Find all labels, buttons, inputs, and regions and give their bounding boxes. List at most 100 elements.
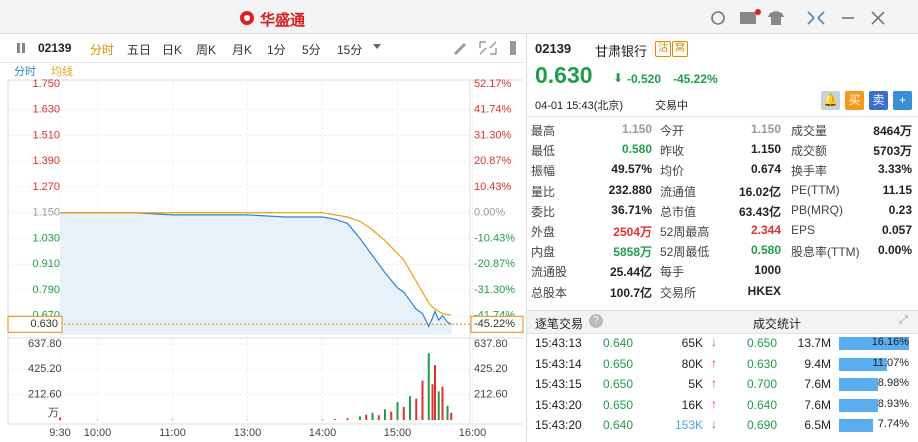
stat-label: 量比 — [531, 184, 556, 199]
stat-pct-bar — [839, 337, 909, 350]
timeframe-tab[interactable]: 5分 — [302, 43, 321, 57]
volume-bar — [390, 411, 393, 420]
logo-icon — [240, 11, 254, 25]
trade-price: 0.650 — [603, 356, 634, 371]
current-change-box — [470, 315, 524, 333]
timeframe-tab[interactable]: 15分 — [337, 43, 363, 57]
stat-label: 换手率 — [791, 164, 828, 179]
y-tick-label: 1.390 — [32, 155, 60, 167]
volume-bar — [359, 416, 361, 420]
stat-value: 0.580 — [750, 243, 781, 258]
timeframe-tab[interactable]: 月K — [232, 43, 253, 57]
stat-label: 52周最低 — [660, 245, 710, 260]
stat-pct: 16.16% — [871, 336, 909, 348]
stat-value: 3.33% — [877, 162, 912, 177]
timeframe-tab[interactable]: 周K — [196, 43, 217, 57]
stat-price: 0.700 — [747, 377, 778, 391]
series-toggle: 均线 — [51, 64, 73, 78]
timeframe-tab[interactable]: 1分 — [267, 43, 286, 57]
trade-direction: ↑ — [711, 355, 717, 370]
current-price-label: 0.630 — [30, 318, 58, 330]
stat-value: 36.71% — [611, 202, 652, 217]
volume-stats-title: 成交统计 — [753, 317, 802, 331]
stat-price: 0.630 — [747, 356, 778, 371]
stat-label: PB(MRQ) — [791, 202, 843, 217]
y-tick-label: 1.150 — [32, 207, 60, 219]
stat-volume: 7.6M — [804, 377, 831, 391]
price-change-pct: -45.22% — [673, 72, 718, 86]
timeframe-tab[interactable]: 日K — [162, 43, 183, 57]
volume-bar — [450, 412, 453, 420]
y-tick-label: 0.910 — [32, 258, 60, 270]
volume-bar — [334, 419, 336, 420]
y-tick-label: 1.510 — [32, 129, 60, 141]
stat-value: 63.43亿 — [738, 204, 781, 219]
stat-value: 49.57% — [611, 162, 652, 177]
stat-label: 外盘 — [531, 225, 556, 239]
logo-text: 华盛通 — [260, 12, 306, 29]
trades-help[interactable]: ? — [589, 314, 603, 328]
trading-status: 交易中 — [655, 100, 688, 112]
stat-value: HKEX — [747, 283, 781, 298]
stat-price: 0.690 — [747, 418, 778, 432]
y2-tick-label: -31.30% — [474, 284, 515, 296]
chart-tools[interactable] — [452, 40, 518, 56]
expand-icon[interactable]: ⤢ — [899, 314, 908, 326]
trade-time: 15:43:15 — [535, 377, 582, 391]
y-tick-label: 1.750 — [32, 78, 60, 90]
panel-toggle[interactable] — [16, 42, 28, 54]
average-line — [60, 212, 452, 316]
stat-volume: 13.7M — [797, 336, 831, 350]
trade-volume: 16K — [681, 397, 703, 412]
trade-direction: ↓ — [711, 335, 717, 349]
alert-button[interactable]: 🔔 — [821, 91, 840, 110]
volume-bar — [431, 384, 434, 420]
stat-label: 最高 — [531, 124, 556, 138]
trade-direction: ↑ — [711, 396, 717, 411]
x-tick-label: 14:00 — [309, 427, 337, 439]
stat-pct: 7.74% — [877, 418, 909, 430]
volume-tick-label-right: 425.20 — [474, 363, 508, 375]
stat-value: 11.15 — [882, 182, 912, 197]
volume-bar — [427, 353, 430, 420]
trade-time: 15:43:20 — [535, 418, 582, 432]
x-tick-label: 10:00 — [84, 427, 112, 439]
stat-value: 1.150 — [750, 122, 781, 136]
trade-time: 15:43:14 — [535, 356, 582, 371]
volume-tick-label: 425.20 — [28, 363, 62, 375]
buy-button[interactable]: 买 — [845, 91, 864, 110]
volume-unit: 万 — [48, 407, 59, 419]
timeframe-tab[interactable]: 五日 — [127, 43, 152, 57]
trade-price: 0.640 — [603, 418, 634, 432]
y2-tick-label: -20.87% — [474, 258, 515, 270]
timeframe-tab[interactable]: 分时 — [90, 43, 115, 57]
series-toggle: 分时 — [14, 65, 36, 78]
stat-label: 52周最高 — [660, 225, 710, 239]
quote-time: 04-01 15:43(北京) — [535, 100, 624, 112]
volume-bar — [434, 365, 436, 420]
stat-value: 232.880 — [608, 182, 652, 197]
stat-label: 总市值 — [660, 204, 697, 219]
x-tick-label: 13:00 — [234, 427, 262, 439]
dropdown-arrow[interactable] — [373, 44, 381, 50]
volume-bar — [321, 419, 324, 420]
stat-value: 1.150 — [621, 122, 652, 136]
add-button[interactable]: + — [893, 91, 912, 110]
stat-value: 2504万 — [613, 225, 652, 239]
stat-value: 25.44亿 — [609, 265, 652, 280]
trade-direction: ↓ — [711, 417, 717, 431]
stat-value: 100.7亿 — [609, 285, 652, 300]
y2-tick-label: 0.00% — [474, 207, 505, 219]
y2-tick-label: 10.43% — [474, 181, 512, 193]
volume-bar — [437, 391, 440, 420]
trade-time: 15:43:13 — [535, 336, 582, 350]
trade-price: 0.640 — [603, 336, 634, 350]
quote-name: 甘肃银行 — [595, 44, 648, 59]
chart-toolbar: 02139 分时 五日 日K 周K 月K 1分 5分 15分 — [0, 34, 523, 63]
stat-value: 0.23 — [888, 202, 912, 217]
window-controls[interactable] — [706, 8, 911, 28]
sell-button[interactable]: 卖 — [869, 91, 888, 110]
trades-title: 逐笔交易 — [535, 317, 584, 331]
current-change-label: -45.22% — [474, 318, 515, 330]
x-tick-label: 11:00 — [159, 427, 186, 439]
